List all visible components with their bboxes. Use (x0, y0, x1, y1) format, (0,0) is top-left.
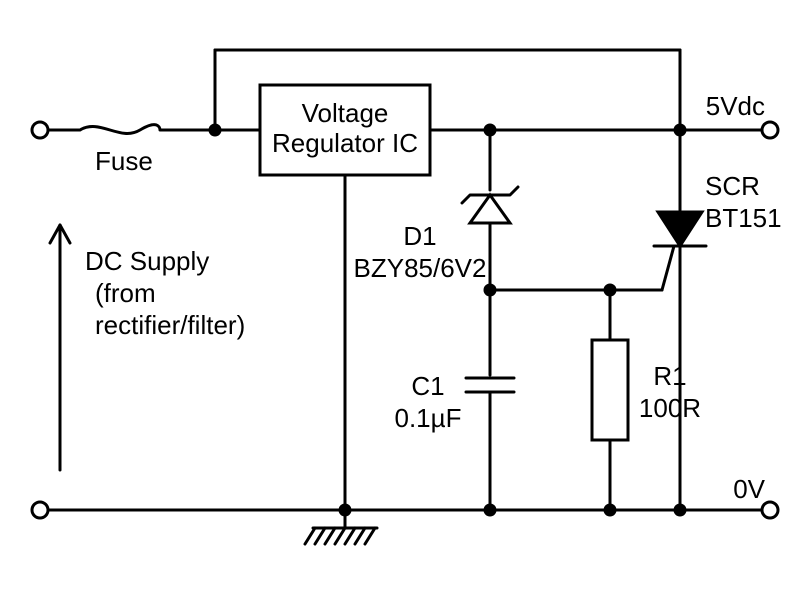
d1-name: D1 (403, 221, 436, 251)
out-pos-label: 5Vdc (706, 91, 765, 121)
fuse-label: Fuse (95, 146, 153, 176)
out-neg-label: 0V (733, 474, 765, 504)
supply-label-1: DC Supply (85, 246, 209, 276)
supply-label-3: rectifier/filter) (95, 310, 245, 340)
scr-value: BT151 (705, 203, 782, 233)
scr-name: SCR (705, 171, 760, 201)
supply-label-2: (from (95, 278, 156, 308)
r1-name: R1 (653, 361, 686, 391)
r1-value: 100R (639, 393, 701, 423)
regulator-label-2: Regulator IC (272, 128, 418, 158)
c1-name: C1 (411, 371, 444, 401)
d1-value: BZY85/6V2 (354, 253, 487, 283)
regulator-label-1: Voltage (302, 98, 389, 128)
c1-value: 0.1µF (394, 403, 461, 433)
